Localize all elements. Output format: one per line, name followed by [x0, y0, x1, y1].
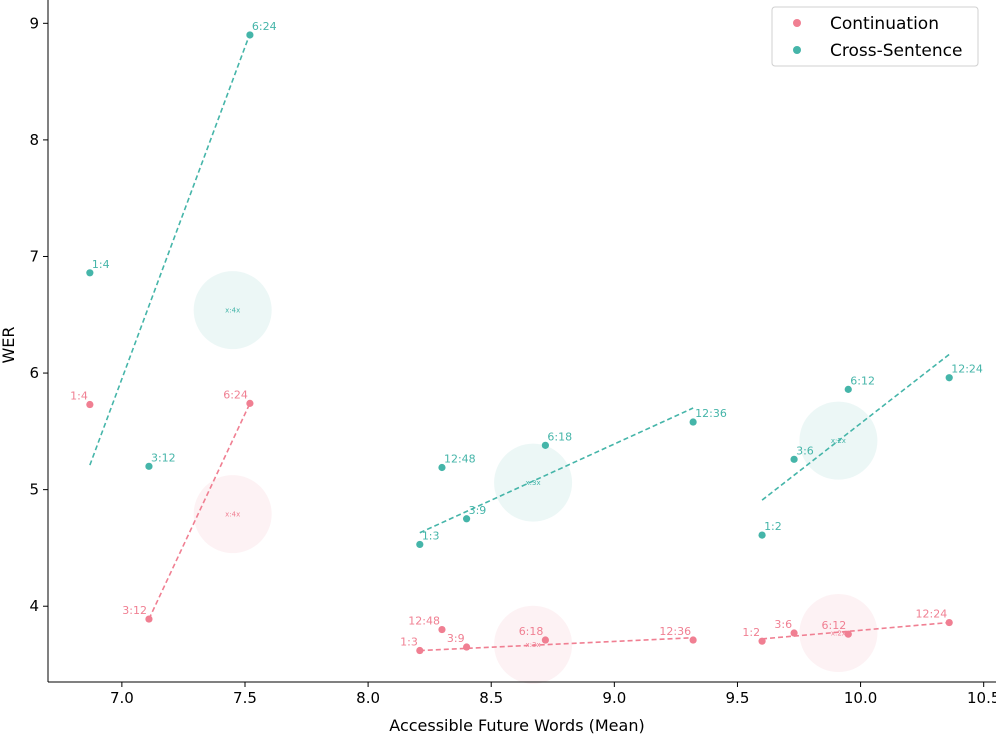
point-label-layer: 1:4 3:12 6:24 1:3 3:9 6:18 12:36 12:48 1:2 3:6 6:1… — [70, 20, 983, 649]
cross-sentence-point — [844, 385, 852, 393]
cross-sentence-fit-line — [89, 33, 251, 466]
cross-sentence-point — [145, 462, 153, 470]
cross-sentence-point — [462, 515, 471, 523]
cross-sentence-point-label: 1:3 — [422, 529, 440, 542]
continuation-centroid-halo — [193, 475, 272, 554]
cross-sentence-point — [758, 531, 766, 539]
cross-sentence-centroid-halo — [494, 443, 573, 522]
cross-sentence-centroid-halo — [193, 271, 272, 350]
legend-label-cross-sentence: Cross-Sentence — [830, 41, 962, 61]
cross-sentence-point — [541, 441, 549, 449]
y-tick-label: 7 — [29, 247, 39, 265]
cross-sentence-point-label: 12:24 — [951, 363, 983, 376]
continuation-fit-line — [419, 636, 694, 652]
continuation-point-label: 12:48 — [408, 615, 440, 628]
cross-sentence-point — [945, 374, 953, 382]
legend-marker-continuation — [793, 19, 801, 27]
y-tick-label: 4 — [29, 597, 39, 615]
cross-sentence-point-label: 6:12 — [850, 374, 875, 387]
x-axis-title: Accessible Future Words (Mean) — [389, 716, 644, 735]
continuation-point — [844, 630, 852, 638]
continuation-point-label: 6:24 — [223, 388, 248, 401]
cross-sentence-point-label: 12:36 — [695, 407, 727, 420]
continuation-point-label: 1:4 — [70, 390, 88, 403]
cross-sentence-point — [438, 463, 446, 472]
cross-sentence-point-label: 12:48 — [444, 452, 476, 465]
cross-sentence-point-label: 1:4 — [92, 258, 110, 271]
continuation-point-label: 1:3 — [400, 636, 418, 649]
cross-sentence-point — [790, 455, 798, 463]
fit-line-layer — [89, 33, 950, 652]
continuation-point-label: 1:2 — [742, 626, 760, 639]
continuation-fit-line — [762, 621, 950, 640]
legend-frame — [771, 6, 979, 67]
x-tick-label: 10.5 — [967, 689, 996, 707]
continuation-point — [246, 399, 254, 407]
cross-sentence-point-label: 3:6 — [796, 444, 814, 457]
y-tick-label: 9 — [29, 14, 39, 32]
continuation-point — [86, 400, 94, 409]
continuation-point — [438, 625, 446, 634]
continuation-point — [462, 643, 471, 651]
cross-sentence-point-label: 6:18 — [547, 430, 572, 443]
x-tick-label: 9.5 — [726, 689, 750, 707]
legend-label-continuation: Continuation — [830, 14, 939, 34]
continuation-point-label: 6:18 — [519, 625, 544, 638]
continuation-point-label: 3:9 — [447, 632, 465, 645]
x-tick-label: 7.5 — [233, 689, 257, 707]
cross-sentence-point — [416, 540, 424, 549]
continuation-point-label: 3:6 — [774, 618, 792, 631]
cross-sentence-fit-line — [419, 407, 694, 534]
point-layer — [86, 31, 953, 655]
continuation-centroid-label: x:4x — [225, 511, 240, 519]
continuation-point-label: 12:24 — [916, 608, 948, 621]
continuation-centroid-label: x:2x — [831, 630, 846, 638]
cross-sentence-centroid-label: x:4x — [225, 307, 240, 315]
cross-sentence-point-label: 6:24 — [252, 20, 277, 33]
continuation-point — [145, 615, 153, 623]
tick-layer: 7.0 7.5 8.0 8.5 9.0 9.5 10.0 10.5 4 5 6 7 8 9 — [29, 14, 996, 707]
continuation-point — [758, 637, 766, 645]
continuation-point — [416, 646, 424, 655]
y-axis-title: WER — [0, 326, 18, 363]
continuation-point-label: 12:36 — [659, 625, 691, 638]
x-tick-label: 9.0 — [602, 689, 626, 707]
x-tick-label: 7.0 — [110, 689, 134, 707]
cross-sentence-point-label: 1:2 — [764, 520, 782, 533]
cross-sentence-point-label: 3:12 — [151, 451, 176, 464]
x-tick-label: 8.5 — [479, 689, 503, 707]
continuation-point-label: 6:12 — [822, 619, 847, 632]
cross-sentence-point — [246, 31, 254, 39]
y-tick-label: 5 — [29, 481, 39, 499]
continuation-point — [541, 636, 549, 644]
y-tick-label: 8 — [29, 131, 39, 149]
legend: Continuation Cross-Sentence — [771, 6, 979, 67]
continuation-point-label: 3:12 — [122, 604, 147, 617]
y-tick-label: 6 — [29, 364, 39, 382]
legend-marker-cross-sentence — [793, 46, 801, 54]
x-tick-label: 10.0 — [844, 689, 877, 707]
continuation-centroid-halo — [799, 594, 878, 673]
x-tick-label: 8.0 — [356, 689, 380, 707]
cross-sentence-centroid-label: x:3x — [526, 479, 541, 487]
cross-sentence-point — [689, 418, 697, 426]
cross-sentence-point-label: 3:9 — [469, 504, 487, 517]
axes — [47, 0, 996, 683]
continuation-point — [945, 618, 953, 627]
cross-sentence-point — [86, 269, 94, 277]
continuation-point — [689, 636, 697, 644]
continuation-point — [790, 629, 798, 637]
